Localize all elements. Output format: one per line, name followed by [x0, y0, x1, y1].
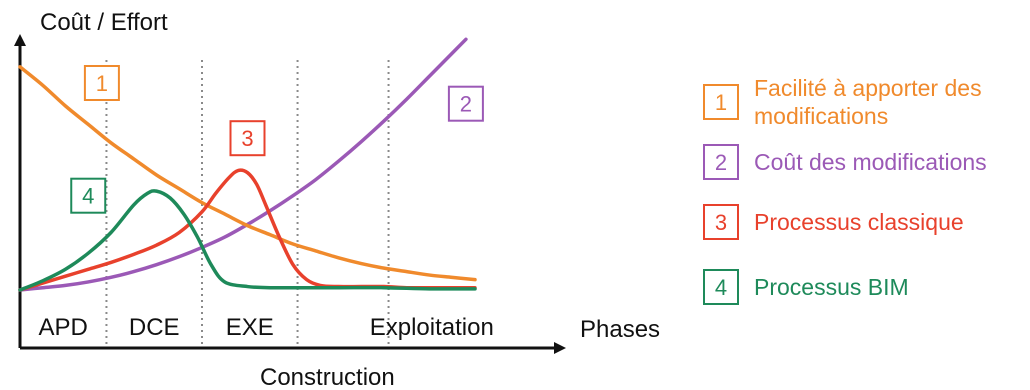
- series-box-3: [229, 120, 266, 157]
- phase-label: APD: [39, 314, 88, 341]
- legend-label: Facilité à apporter des: [754, 75, 982, 101]
- legend-label: Processus BIM: [754, 274, 909, 300]
- phase-separators: [105, 60, 390, 346]
- x-bottom-label: Construction: [260, 364, 395, 390]
- legend-number: 1: [715, 90, 727, 115]
- series-box-4: [70, 177, 107, 214]
- legend-box-2: [703, 144, 739, 180]
- phase-label: DCE: [129, 314, 180, 341]
- series-box-number: 4: [82, 184, 94, 209]
- x-axis-label: Phases: [580, 316, 660, 343]
- series-line-4: [18, 189, 477, 292]
- legend-box-1: [703, 84, 739, 120]
- series-box-2: [447, 85, 484, 122]
- phase-label: EXE: [226, 314, 274, 341]
- phase-label: Exploitation: [370, 314, 494, 341]
- y-axis-label: Coût / Effort: [40, 9, 168, 36]
- series-label-boxes: 1 2 3 4: [70, 65, 484, 214]
- legend-label: Coût des modifications: [754, 149, 987, 175]
- legend-label: Processus classique: [754, 209, 964, 235]
- series-box-number: 1: [96, 71, 108, 96]
- legend-number: 3: [715, 210, 727, 235]
- legend-number: 4: [715, 275, 727, 300]
- series-lines: [18, 37, 477, 292]
- series-box-number: 3: [241, 126, 253, 151]
- series-box-1: [83, 65, 120, 101]
- legend-number: 2: [715, 150, 727, 175]
- phase-labels: APD DCE EXE Exploitation: [39, 314, 494, 341]
- series-box-number: 2: [460, 92, 472, 117]
- legend-box-4: [703, 269, 739, 305]
- legend-label-line2: modifications: [754, 103, 888, 129]
- legend-box-3: [703, 204, 739, 240]
- series-line-1: [18, 65, 477, 282]
